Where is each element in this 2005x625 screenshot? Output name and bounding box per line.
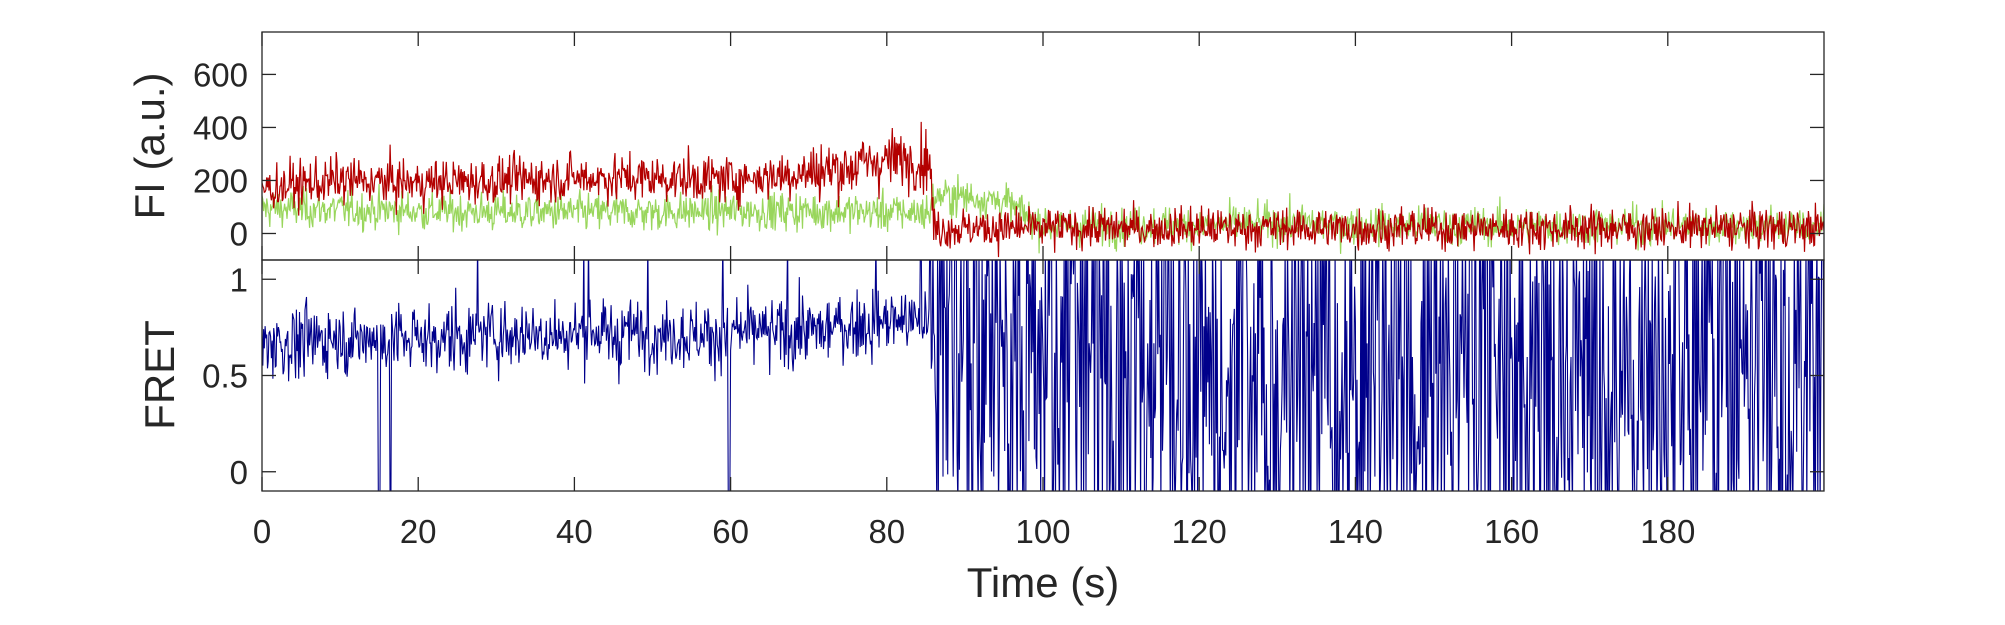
fluorescence-y-ticks: 0 200 400 600 xyxy=(193,32,1824,260)
time-x-tick-label: 0 xyxy=(253,513,271,550)
fluorescence-y-tick-label: 400 xyxy=(193,109,248,146)
fret-panel: 00.51 0 20 40 60 80 100 120 140 160 180 FRET Time… xyxy=(136,259,1825,606)
time-x-tick-label: 140 xyxy=(1328,513,1383,550)
time-x-tick-label: 160 xyxy=(1484,513,1539,550)
fret-y-tick-label: 1 xyxy=(230,261,248,298)
fret-series xyxy=(262,260,1824,491)
time-x-tick-label: 100 xyxy=(1015,513,1070,550)
time-x-tick-label: 60 xyxy=(712,513,749,550)
fluorescence-series xyxy=(262,121,1824,258)
time-x-tick-label: 40 xyxy=(556,513,593,550)
fluorescence-panel: 0 200 400 600 FI (a.u.) xyxy=(126,31,1825,261)
fret-y-tick-label: 0.5 xyxy=(202,358,248,395)
fluorescence-y-axis-label: FI (a.u.) xyxy=(126,72,173,219)
fluorescence-y-tick-label: 0 xyxy=(230,215,248,252)
fret-y-ticks: 00.51 xyxy=(202,261,1824,491)
time-x-axis-label: Time (s) xyxy=(967,559,1119,606)
time-x-tick-label: 120 xyxy=(1172,513,1227,550)
time-x-tick-label: 20 xyxy=(400,513,437,550)
time-x-tick-label: 80 xyxy=(868,513,905,550)
fluorescence-y-tick-label: 200 xyxy=(193,162,248,199)
time-x-ticks: 0 20 40 60 80 100 120 140 160 180 xyxy=(253,260,1695,550)
fluorescence-y-tick-label: 600 xyxy=(193,56,248,93)
fret-y-tick-label: 0 xyxy=(230,454,248,491)
time-x-tick-label: 180 xyxy=(1640,513,1695,550)
fret-y-axis-label: FRET xyxy=(136,320,183,430)
fret-trace xyxy=(262,260,1824,491)
fluorescence-trace-red xyxy=(262,121,1824,258)
